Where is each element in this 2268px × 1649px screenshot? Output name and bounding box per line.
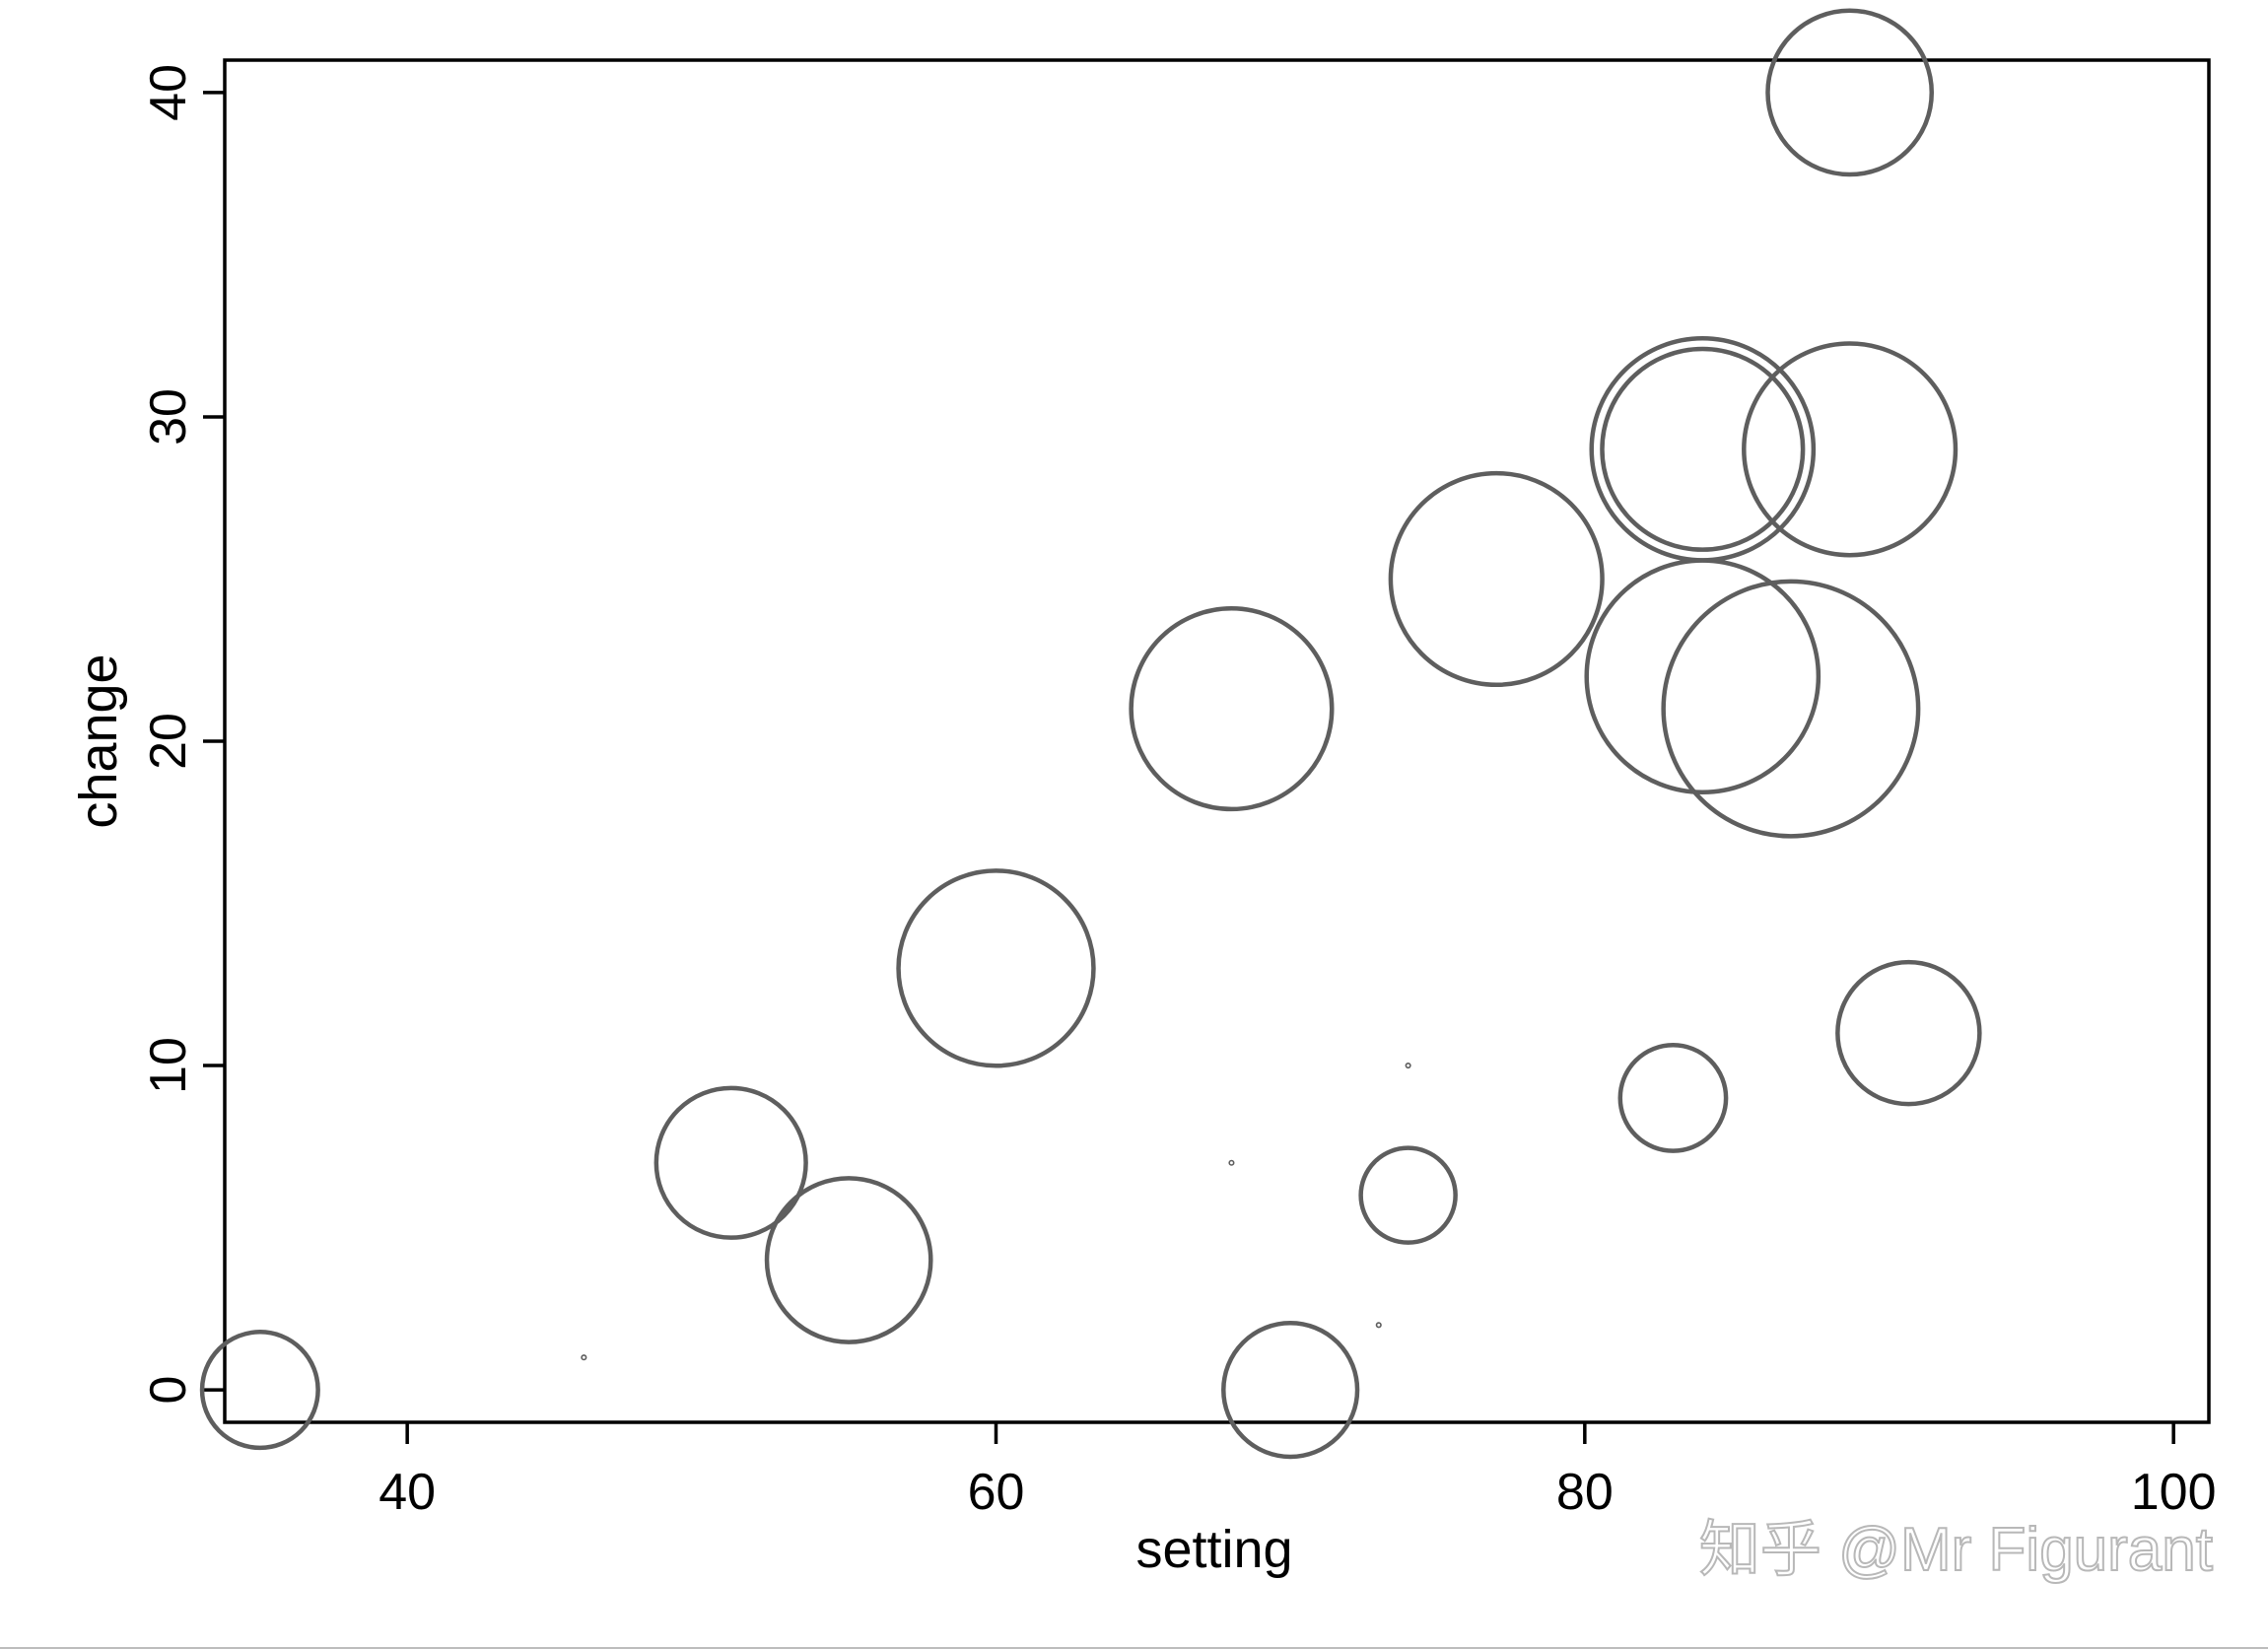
bubble-point xyxy=(581,1354,587,1361)
bubble-point xyxy=(1375,1322,1382,1329)
x-axis-title: setting xyxy=(1135,1520,1292,1579)
x-tick-label: 100 xyxy=(2131,1464,2217,1521)
bottom-divider xyxy=(0,1647,2268,1649)
bubble-point xyxy=(199,1330,320,1451)
bubble-point xyxy=(1405,1062,1411,1069)
bubble-point xyxy=(896,868,1096,1068)
watermark-text: 知乎 @Mr Figurant xyxy=(1699,1516,2213,1584)
bubble-point xyxy=(1129,606,1335,812)
bubble-point xyxy=(1617,1043,1729,1153)
y-tick-label: 10 xyxy=(140,1037,197,1094)
x-tick-label: 40 xyxy=(378,1464,436,1521)
plot-frame xyxy=(223,58,2211,1424)
y-tick-label: 30 xyxy=(140,388,197,446)
y-tick-label: 0 xyxy=(140,1376,197,1405)
y-tick-label: 40 xyxy=(140,64,197,121)
bubble-point xyxy=(1584,558,1821,795)
bubble-point xyxy=(1742,341,1959,558)
bubble-point xyxy=(653,1085,808,1240)
bubble-point xyxy=(1228,1159,1235,1166)
x-tick-label: 80 xyxy=(1556,1464,1614,1521)
bubble-point xyxy=(764,1176,933,1344)
bubble-point xyxy=(1835,959,1982,1107)
bubble-point xyxy=(1600,346,1806,552)
x-tick-label: 60 xyxy=(968,1464,1025,1521)
bubble-point xyxy=(1388,470,1605,688)
bubble-point xyxy=(1221,1320,1360,1460)
bubble-point xyxy=(1661,579,1921,839)
y-tick-label: 20 xyxy=(140,713,197,770)
bubble-point xyxy=(1358,1145,1458,1245)
bubble-point xyxy=(1765,8,1935,177)
bubbles xyxy=(199,8,1982,1460)
y-axis-title: change xyxy=(69,653,128,828)
axis-ticks: 40 60 80 100 0 10 20 30 40 xyxy=(140,64,2217,1521)
